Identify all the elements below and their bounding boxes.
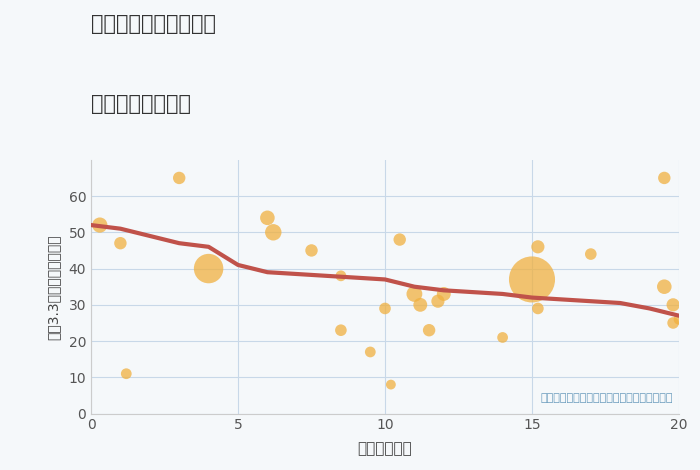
Point bbox=[673, 315, 685, 323]
Point bbox=[585, 251, 596, 258]
Y-axis label: 坪（3.3㎡）単価（万円）: 坪（3.3㎡）単価（万円） bbox=[46, 234, 60, 339]
Text: 円の大きさは、取引のあった物件面積を示す: 円の大きさは、取引のあった物件面積を示す bbox=[540, 393, 673, 403]
Point bbox=[94, 221, 106, 229]
Point bbox=[120, 370, 132, 377]
Point bbox=[115, 239, 126, 247]
Point bbox=[532, 305, 543, 312]
Point bbox=[409, 290, 420, 298]
Point bbox=[438, 290, 449, 298]
Point bbox=[174, 174, 185, 182]
Point bbox=[668, 319, 679, 327]
Point bbox=[335, 327, 346, 334]
Point bbox=[203, 265, 214, 272]
Text: 駅距離別土地価格: 駅距離別土地価格 bbox=[91, 94, 191, 114]
Point bbox=[267, 228, 279, 236]
X-axis label: 駅距離（分）: 駅距離（分） bbox=[358, 441, 412, 456]
Point bbox=[424, 327, 435, 334]
Point bbox=[659, 283, 670, 290]
Point bbox=[394, 236, 405, 243]
Point bbox=[365, 348, 376, 356]
Point bbox=[385, 381, 396, 388]
Point bbox=[335, 272, 346, 280]
Point bbox=[306, 247, 317, 254]
Text: 奈良県奈良市七条町の: 奈良県奈良市七条町の bbox=[91, 14, 216, 34]
Point bbox=[433, 298, 444, 305]
Point bbox=[379, 305, 391, 312]
Point bbox=[659, 174, 670, 182]
Point bbox=[414, 301, 426, 309]
Point bbox=[668, 301, 679, 309]
Point bbox=[262, 214, 273, 221]
Point bbox=[526, 276, 538, 283]
Point bbox=[497, 334, 508, 341]
Point bbox=[532, 243, 543, 251]
